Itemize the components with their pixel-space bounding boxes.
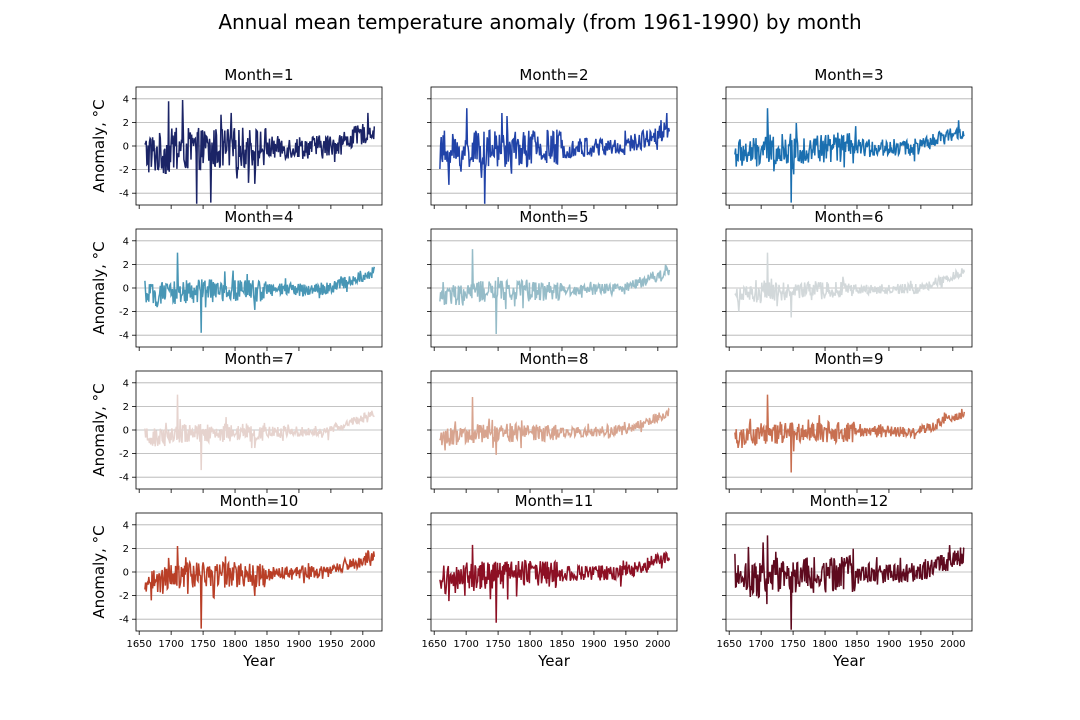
subplot-title: Month=6 bbox=[814, 208, 883, 226]
x-tick-label: 1850 bbox=[549, 639, 574, 650]
x-tick-label: 1700 bbox=[748, 639, 773, 650]
x-tick-label: 1900 bbox=[876, 639, 901, 650]
subplot-title: Month=11 bbox=[515, 492, 594, 510]
x-axis-label: Year bbox=[537, 652, 571, 670]
y-tick-label: -4 bbox=[119, 189, 129, 200]
subplot-title: Month=1 bbox=[224, 66, 293, 84]
subplot-month-6: Month=6 bbox=[722, 208, 973, 351]
subplot-title: Month=8 bbox=[519, 350, 588, 368]
subplot-month-11: 1650 1700 1750 1800 1850 1900 1950 2000 Month=11… bbox=[421, 492, 678, 670]
subplot-month-4: -4 -2 0 2 4 Month=4 Anomaly, °C bbox=[90, 208, 383, 351]
x-tick-label: 1750 bbox=[485, 639, 510, 650]
series-line-month-7 bbox=[144, 394, 375, 471]
series-line-month-10 bbox=[144, 545, 376, 629]
x-axis-label: Year bbox=[242, 652, 276, 670]
y-tick-label: -2 bbox=[119, 449, 129, 460]
x-tick-label: 2000 bbox=[350, 639, 375, 650]
subplot-title: Month=7 bbox=[224, 350, 293, 368]
x-tick-label: 1950 bbox=[908, 639, 933, 650]
subplot-month-7: -4 -2 0 2 4 Month=7 Anomaly, °C bbox=[90, 350, 383, 493]
y-tick-label: 2 bbox=[123, 402, 129, 413]
x-tick-label: 1800 bbox=[517, 639, 542, 650]
x-tick-label: 1700 bbox=[158, 639, 183, 650]
x-tick-label: 1700 bbox=[453, 639, 478, 650]
subplot-month-8: Month=8 bbox=[427, 350, 678, 493]
y-tick-label: 0 bbox=[123, 284, 129, 295]
y-tick-label: 2 bbox=[123, 544, 129, 555]
y-tick-label: 0 bbox=[123, 426, 129, 437]
subplot-month-5: Month=5 bbox=[427, 208, 678, 351]
subplot-month-1: -4 -2 0 2 4 Month=1 Anomaly, °C bbox=[90, 66, 383, 209]
x-tick-label: 1900 bbox=[286, 639, 311, 650]
subplot-month-9: Month=9 bbox=[722, 350, 973, 493]
subplot-month-2: Month=2 bbox=[427, 66, 678, 209]
subplot-title: Month=4 bbox=[224, 208, 293, 226]
y-tick-label: 4 bbox=[123, 378, 129, 389]
series-line-month-2 bbox=[439, 108, 671, 204]
x-tick-label: 1750 bbox=[780, 639, 805, 650]
y-tick-label: -4 bbox=[119, 615, 129, 626]
y-tick-label: 0 bbox=[123, 568, 129, 579]
series-line-month-9 bbox=[734, 394, 966, 473]
series-line-month-4 bbox=[144, 252, 376, 333]
x-tick-label: 1650 bbox=[421, 639, 446, 650]
y-axis-label: Anomaly, °C bbox=[90, 241, 108, 334]
x-tick-label: 1650 bbox=[716, 639, 741, 650]
y-tick-label: 2 bbox=[123, 118, 129, 129]
y-tick-label: -2 bbox=[119, 165, 129, 176]
y-axis-label: Anomaly, °C bbox=[90, 99, 108, 192]
subplot-title: Month=5 bbox=[519, 208, 588, 226]
series-line-month-5 bbox=[439, 249, 671, 335]
x-tick-label: 1850 bbox=[844, 639, 869, 650]
y-tick-label: 0 bbox=[123, 142, 129, 153]
x-tick-label: 1900 bbox=[581, 639, 606, 650]
x-tick-label: 1750 bbox=[190, 639, 215, 650]
y-tick-label: 2 bbox=[123, 260, 129, 271]
y-tick-label: -4 bbox=[119, 473, 129, 484]
subplot-title: Month=9 bbox=[814, 350, 883, 368]
subplot-title: Month=12 bbox=[810, 492, 889, 510]
series-line-month-11 bbox=[439, 544, 671, 623]
x-tick-label: 1800 bbox=[812, 639, 837, 650]
y-tick-label: 4 bbox=[123, 520, 129, 531]
series-line-month-12 bbox=[734, 535, 965, 630]
y-tick-label: -2 bbox=[119, 591, 129, 602]
subplot-month-3: Month=3 bbox=[722, 66, 973, 209]
subplot-title: Month=3 bbox=[814, 66, 883, 84]
x-tick-label: 1850 bbox=[254, 639, 279, 650]
x-tick-label: 1650 bbox=[126, 639, 151, 650]
subplot-month-12: 1650 1700 1750 1800 1850 1900 1950 2000 Month=12… bbox=[716, 492, 973, 670]
y-tick-label: 4 bbox=[123, 236, 129, 247]
y-tick-label: -2 bbox=[119, 307, 129, 318]
series-line-month-1 bbox=[144, 99, 376, 204]
series-line-month-3 bbox=[734, 108, 965, 203]
x-tick-label: 1800 bbox=[222, 639, 247, 650]
subplot-month-10: -4 -2 0 2 4 1650 1700 1750 1800 1850 1900 1950 2000 M… bbox=[90, 492, 383, 670]
subplot-title: Month=2 bbox=[519, 66, 588, 84]
x-axis-label: Year bbox=[832, 652, 866, 670]
series-line-month-6 bbox=[734, 252, 966, 318]
y-tick-label: 4 bbox=[123, 94, 129, 105]
x-tick-label: 2000 bbox=[940, 639, 965, 650]
x-tick-label: 2000 bbox=[645, 639, 670, 650]
chart-title: Annual mean temperature anomaly (from 19… bbox=[218, 10, 861, 34]
x-tick-label: 1950 bbox=[613, 639, 638, 650]
x-tick-label: 1950 bbox=[318, 639, 343, 650]
y-axis-label: Anomaly, °C bbox=[90, 383, 108, 476]
subplot-title: Month=10 bbox=[220, 492, 299, 510]
y-tick-label: -4 bbox=[119, 331, 129, 342]
y-axis-label: Anomaly, °C bbox=[90, 525, 108, 618]
series-line-month-8 bbox=[439, 396, 670, 455]
